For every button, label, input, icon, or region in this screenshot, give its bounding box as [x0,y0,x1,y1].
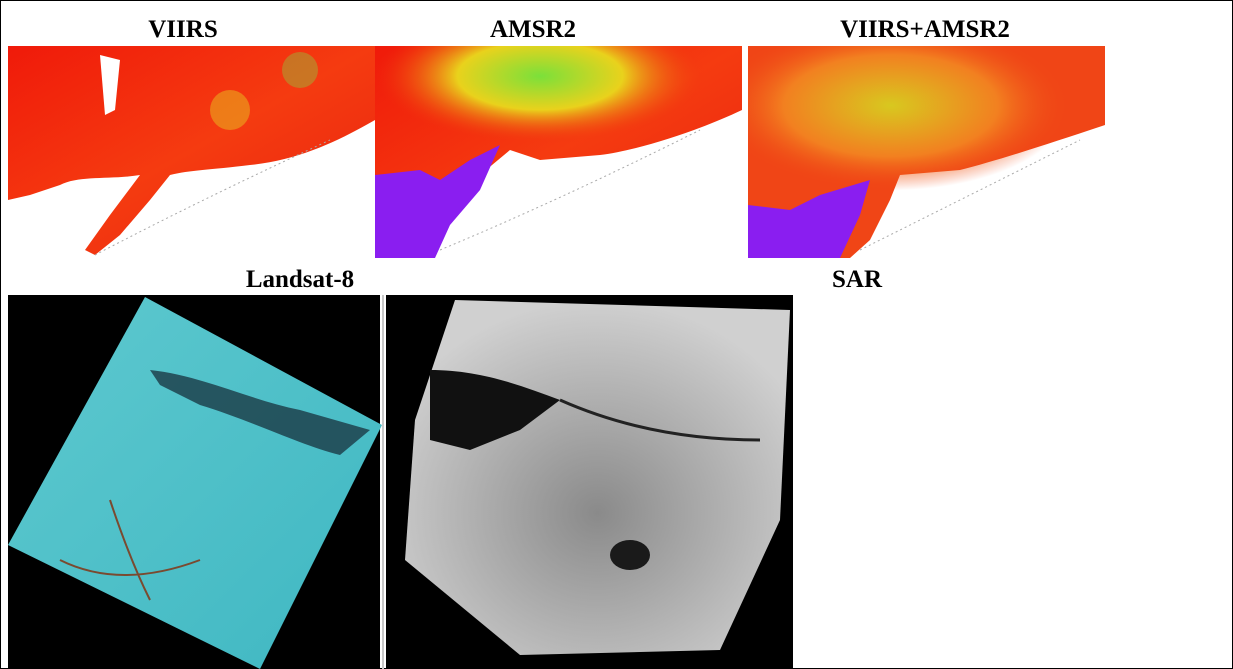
viirs-image [8,46,375,258]
landsat-image [8,295,382,669]
panel-label: VIIRS+AMSR2 [840,16,1010,43]
combined-image [748,46,1105,258]
panel-label: AMSR2 [490,16,576,43]
sar-image [386,295,793,669]
amsr2-image [375,46,742,258]
panel-label: SAR [832,266,883,293]
figure: VIIRS AMSR2 VIIRS+AMSR2 Landsat-8 SAR [0,0,1233,669]
panel-label: VIIRS [148,16,217,43]
panel-label: Landsat-8 [246,266,354,293]
